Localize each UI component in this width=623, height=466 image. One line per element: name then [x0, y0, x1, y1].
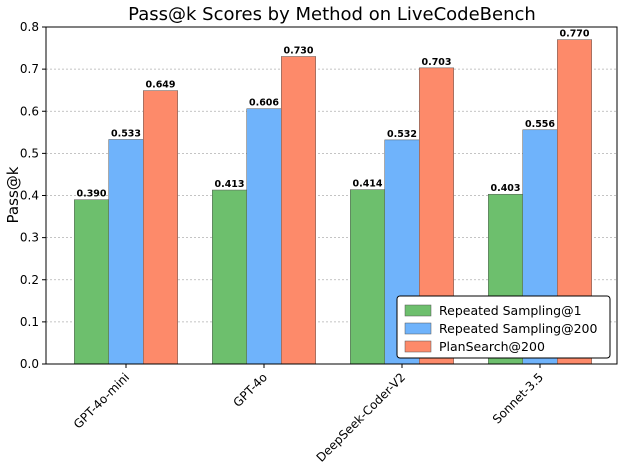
- data-label: 0.770: [559, 29, 589, 40]
- data-label: 0.730: [283, 45, 313, 56]
- data-label: 0.606: [249, 98, 279, 109]
- data-label: 0.414: [352, 179, 382, 190]
- x-tick-label: GPT-4o-mini: [71, 370, 132, 431]
- data-label: 0.413: [214, 179, 244, 190]
- bar-3-2: [281, 56, 316, 365]
- y-tick-label: 0.6: [20, 104, 39, 118]
- data-label: 0.390: [76, 189, 106, 200]
- data-label: 0.703: [421, 57, 451, 68]
- y-tick-label: 0.8: [20, 20, 39, 34]
- y-tick-label: 0.7: [20, 62, 39, 76]
- bar-1-2: [212, 189, 247, 365]
- legend-label: Repeated Sampling@200: [439, 321, 598, 336]
- legend-swatch: [404, 340, 432, 353]
- bar-3-1: [143, 90, 178, 365]
- legend-label: PlanSearch@200: [439, 339, 545, 354]
- bar-1-3: [350, 189, 385, 365]
- y-axis-label: Pass@k: [4, 166, 22, 223]
- y-tick-label: 0.3: [20, 231, 39, 245]
- bar-2-2: [246, 108, 282, 365]
- y-tick-label: 0.4: [20, 189, 39, 203]
- data-label: 0.403: [490, 183, 520, 194]
- legend-swatch: [404, 304, 432, 317]
- x-tick-label: GPT-4o: [230, 370, 270, 410]
- legend-box: [396, 295, 611, 359]
- data-label: 0.533: [111, 128, 141, 139]
- data-label: 0.532: [387, 129, 417, 140]
- data-labels: 0.390 0.533 0.649 0.413 0.606 0.730 0.414 0.532…: [76, 29, 589, 200]
- bar-2-1: [108, 139, 144, 365]
- x-tick-label: DeepSeek-Coder-V2: [314, 370, 409, 465]
- legend-swatch: [404, 322, 432, 335]
- legend-label: Repeated Sampling@1: [439, 303, 582, 318]
- y-tick-label: 0.0: [20, 357, 39, 371]
- legend: Repeated Sampling@1 Repeated Sampling@200…: [396, 295, 611, 359]
- data-label: 0.649: [145, 80, 175, 91]
- y-tick-label: 0.5: [20, 146, 39, 160]
- y-tick-label: 0.1: [20, 315, 39, 329]
- x-tick-label: Sonnet-3.5: [490, 370, 546, 426]
- y-tick-label: 0.2: [20, 273, 39, 287]
- chart-title: Pass@k Scores by Method on LiveCodeBench: [128, 4, 536, 25]
- data-label: 0.556: [525, 119, 555, 130]
- bar-1-1: [74, 199, 109, 365]
- plot-frame: [45, 26, 618, 365]
